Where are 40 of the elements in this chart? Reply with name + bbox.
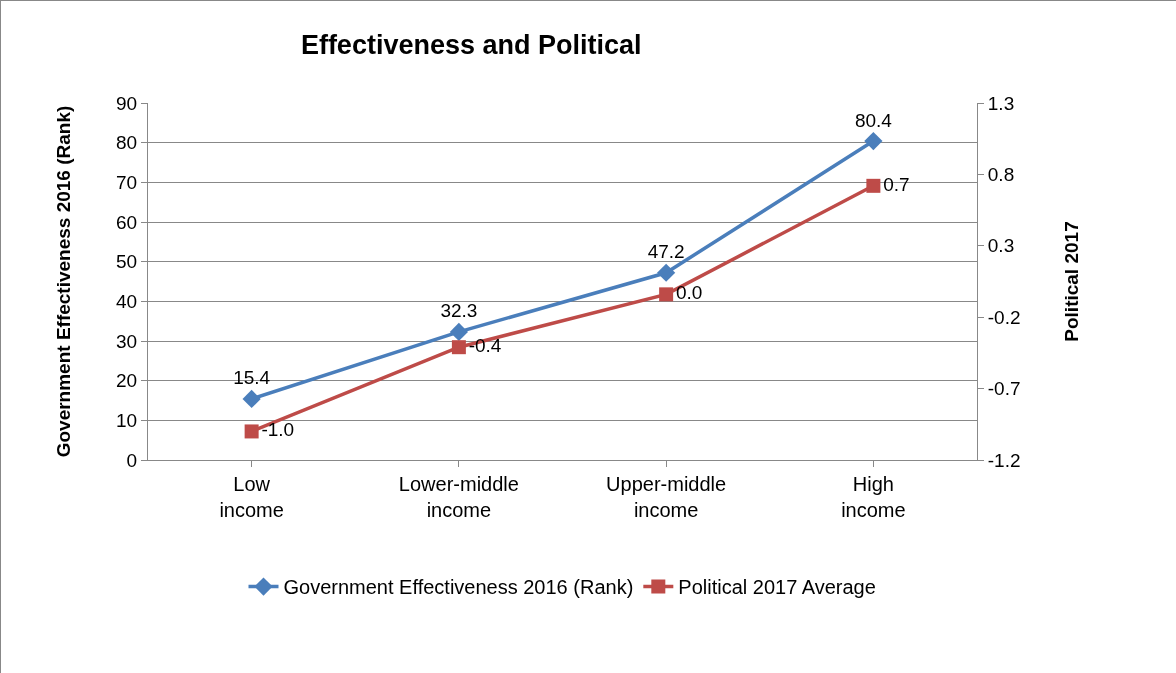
point [866,178,881,193]
y-tick-label: 80 [116,132,138,154]
x-tick-label: Lower-middle income [398,473,519,521]
chart-title: Effectiveness and Political [300,29,642,60]
data-label: 0.7 [883,173,910,195]
y2-tick-label: 1.3 [987,92,1015,114]
y2-tick-label: -0.7 [987,378,1021,400]
data-label: 0.0 [675,282,703,304]
data-label: 47.2 [647,241,685,263]
data-label: -1.0 [261,419,295,441]
y-tick-label: 30 [116,330,138,352]
y-tick-label: 20 [116,370,138,392]
x-tick-label: Upper-middle income [606,473,727,521]
y2-tick-label: -0.2 [987,306,1021,328]
y-axis-title: Government Effectiveness 2016 (Rank) [52,105,74,458]
y-tick-label: 50 [116,251,138,273]
point [864,131,883,151]
x-tick-label: High income [841,473,906,521]
y2-tick-label: -1.2 [987,449,1021,471]
y2-tick-label: 0.3 [987,235,1015,257]
y-tick-label: 60 [116,211,138,233]
x-tick-label: Low income [219,473,284,521]
point [244,424,259,439]
data-label: 80.4 [854,109,893,131]
y-tick-label: 40 [116,290,138,312]
point [242,389,261,409]
point [659,287,674,302]
point [657,263,676,282]
legend-label: Government Effectiveness 2016 (Rank) [283,576,634,599]
data-label: 32.3 [440,300,478,322]
point [449,322,468,341]
y-tick-label: 0 [126,449,138,471]
y-tick-label: 70 [116,171,138,193]
point [451,340,466,355]
y-tick-label: 90 [116,92,138,114]
y2-tick-label: 0.8 [987,164,1015,186]
y2-axis-title: Political 2017 [1061,221,1083,342]
legend-label: Political 2017 Average [678,576,876,599]
y-tick-label: 10 [116,409,138,431]
data-label: 15.4 [233,367,271,389]
